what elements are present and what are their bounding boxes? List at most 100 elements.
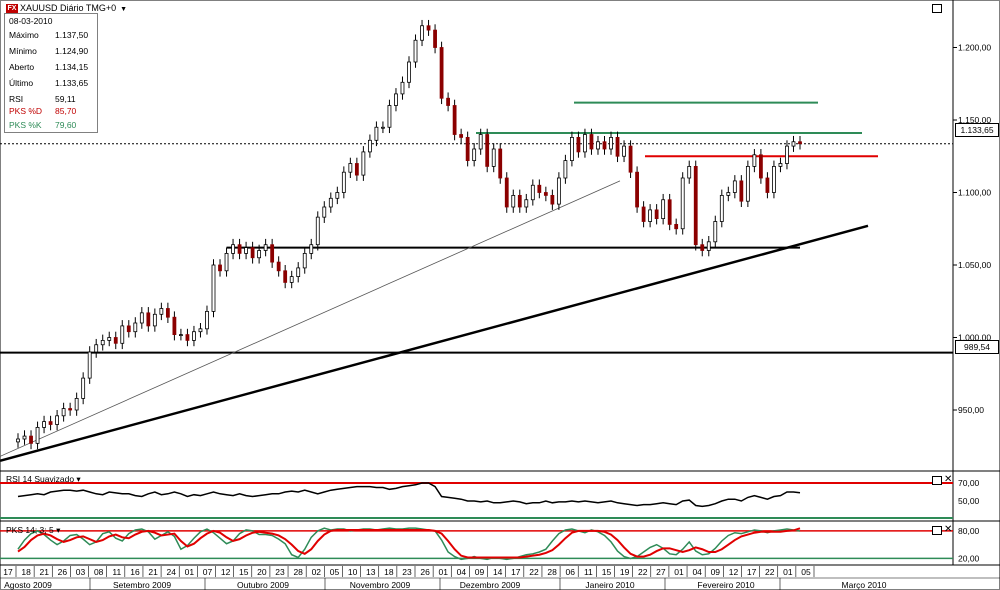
candle-up <box>680 177 685 230</box>
candle-up <box>309 244 314 254</box>
x-day-label: 28 <box>293 567 303 577</box>
x-day-label: 08 <box>94 567 104 577</box>
candle-down <box>589 134 594 150</box>
maximize-icon[interactable] <box>932 4 942 13</box>
candle-up <box>55 415 59 425</box>
dropdown-caret-icon[interactable]: ▼ <box>120 6 128 13</box>
candle-up <box>100 339 105 346</box>
x-day-label: 28 <box>547 567 557 577</box>
info-row-pks-d: PKS %D 85,70 <box>9 106 77 116</box>
chart-title-bar[interactable]: FX XAUUSD Diário TMG+0 ▼ <box>6 2 127 14</box>
candle-down <box>576 136 581 153</box>
x-day-label: 04 <box>692 567 702 577</box>
candle-up <box>152 313 157 327</box>
candle-up <box>335 192 340 199</box>
candle-down <box>517 194 522 208</box>
x-month-label: Setembro 2009 <box>113 580 171 590</box>
candle-up <box>42 421 46 428</box>
candle-down <box>798 141 802 145</box>
rsi-close-icon[interactable]: ✕ <box>944 474 953 485</box>
candle-up <box>205 310 209 330</box>
candle-up <box>407 61 411 83</box>
candle-down <box>452 105 457 135</box>
candle-up <box>706 241 711 251</box>
candle-up <box>74 397 79 411</box>
rsi-series-line <box>17 482 801 508</box>
last-price-marker: 1.133,65 <box>955 123 999 137</box>
x-day-label: 19 <box>620 567 630 577</box>
info-row-ultimo: Último 1.133,65 <box>9 78 89 88</box>
x-day-label: 01 <box>439 567 449 577</box>
candle-down <box>635 171 639 208</box>
pks-maximize-icon[interactable] <box>932 526 942 535</box>
rsi-tick-label: 50,00 <box>958 496 980 506</box>
x-day-label: 13 <box>366 567 376 577</box>
candle-down <box>250 247 255 259</box>
x-day-label: 09 <box>711 567 721 577</box>
candle-down <box>765 177 770 193</box>
rsi-panel-label[interactable]: RSI 14 Suavizado ▾ <box>6 474 81 484</box>
x-day-label: 12 <box>221 567 231 577</box>
candle-up <box>289 276 294 283</box>
pks-panel-label[interactable]: PKS 14; 3; 5 ▾ <box>6 525 61 535</box>
candle-up <box>244 247 248 254</box>
candle-down <box>433 29 437 48</box>
x-day-label: 17 <box>3 567 13 577</box>
info-row-pks-k: PKS %K 79,60 <box>9 120 77 130</box>
candle-up <box>772 165 776 193</box>
candle-up <box>257 250 262 259</box>
y-tick-label: 1.200,00 <box>958 43 991 53</box>
candle-up <box>263 244 268 251</box>
x-day-label: 24 <box>166 567 176 577</box>
candle-down <box>498 148 503 179</box>
candle-down <box>439 47 444 99</box>
candle-up <box>622 145 626 157</box>
candle-up <box>778 163 783 167</box>
pks-d-series-line <box>17 527 801 559</box>
candle-down <box>759 154 763 179</box>
candle-up <box>87 351 92 379</box>
candle-down <box>185 334 190 341</box>
x-day-label: 04 <box>457 567 467 577</box>
info-panel: 08-03-2010 Máximo 1.137,50 Mínimo 1.124,90… <box>4 13 98 133</box>
x-day-label: 26 <box>420 567 430 577</box>
candle-down <box>172 316 177 336</box>
x-month-label: Dezembro 2009 <box>460 580 521 590</box>
candle-down <box>146 312 151 327</box>
candle-up <box>159 308 164 315</box>
candle-up <box>556 177 561 205</box>
candle-up <box>367 139 372 153</box>
candle-up <box>381 126 385 129</box>
candle-up <box>211 264 216 312</box>
candle-down <box>68 408 73 411</box>
candle-down <box>354 163 359 176</box>
y-tick-label: 1.150,00 <box>958 115 991 125</box>
candle-down <box>641 206 646 222</box>
rsi-tick-label: 70,00 <box>958 478 980 488</box>
info-date: 08-03-2010 <box>9 16 53 26</box>
info-row-rsi: RSI 59,11 <box>9 94 76 104</box>
candle-up <box>583 134 587 153</box>
x-day-label: 22 <box>765 567 775 577</box>
x-day-label: 10 <box>348 567 358 577</box>
candle-up <box>413 39 418 63</box>
candle-up <box>322 206 327 218</box>
candle-up <box>491 148 496 167</box>
candle-down <box>700 244 705 251</box>
candle-down <box>693 165 698 246</box>
candle-up <box>791 141 796 147</box>
rsi-dropdown-icon[interactable]: ▾ <box>76 474 81 484</box>
candle-up <box>472 148 477 162</box>
candle-down <box>446 97 451 106</box>
candle-down <box>602 141 607 150</box>
candle-down <box>48 421 53 425</box>
candle-up <box>231 244 235 254</box>
pks-close-icon[interactable]: ✕ <box>944 524 953 535</box>
candle-up <box>511 194 516 208</box>
rsi-maximize-icon[interactable] <box>932 476 942 485</box>
x-day-label: 05 <box>801 567 811 577</box>
pks-tick-label: 20,00 <box>958 553 980 563</box>
pks-dropdown-icon[interactable]: ▾ <box>56 525 61 535</box>
x-month-label: Novembro 2009 <box>350 580 411 590</box>
chart-title: XAUUSD Diário TMG+0 <box>20 3 117 13</box>
